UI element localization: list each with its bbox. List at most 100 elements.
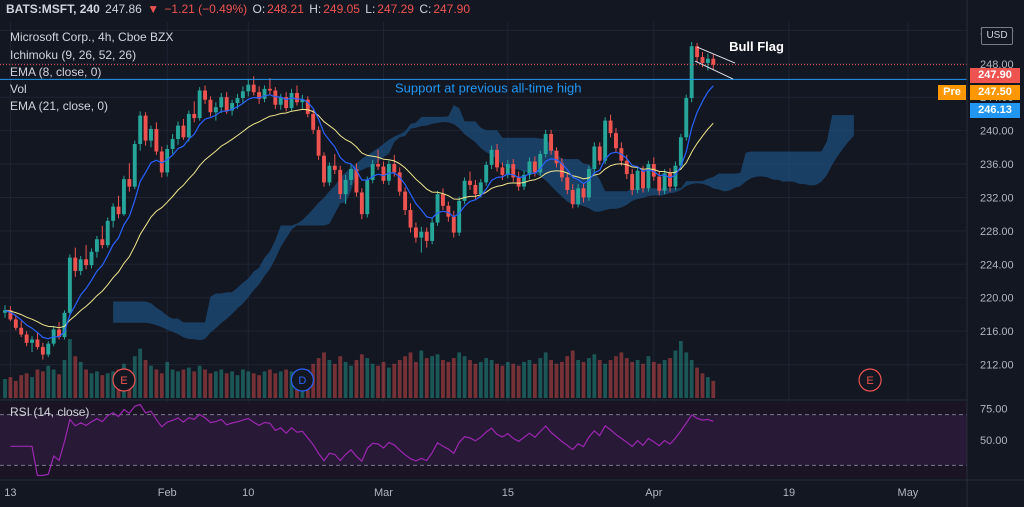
volume-bar xyxy=(51,369,56,398)
ema21-line xyxy=(4,108,714,329)
volume-bar xyxy=(273,373,278,398)
candle-body xyxy=(3,310,7,313)
volume-bar xyxy=(608,360,613,398)
candle-body xyxy=(624,160,629,175)
candle-body xyxy=(13,319,18,328)
volume-bar xyxy=(289,371,294,398)
close-value: 247.90 xyxy=(433,2,471,16)
legend-ema8[interactable]: EMA (8, close, 0) xyxy=(10,65,102,79)
candle-body xyxy=(251,84,256,93)
symbol-header: BATS:MSFT, 240 247.86 ▼ −1.21 (−0.49%) O… xyxy=(6,2,472,16)
volume-bar xyxy=(105,373,110,398)
candle-body xyxy=(159,151,164,173)
price-tick-label: 212.00 xyxy=(980,360,1014,372)
volume-bar xyxy=(657,363,662,398)
volume-bar xyxy=(19,375,24,398)
candle-body xyxy=(376,164,381,167)
candle-body xyxy=(78,259,83,271)
candle-body xyxy=(365,179,370,215)
candle-body xyxy=(46,343,51,355)
currency-button[interactable]: USD xyxy=(981,27,1013,45)
volume-bar xyxy=(365,358,370,398)
candle-body xyxy=(89,251,94,266)
time-tick-label: 10 xyxy=(242,487,254,499)
pre-market-tag: 247.50 xyxy=(970,85,1020,100)
volume-bar xyxy=(624,358,629,398)
candle-body xyxy=(35,339,40,348)
legend-ema21[interactable]: EMA (21, close, 0) xyxy=(10,99,109,113)
candle-body xyxy=(165,149,170,173)
candle-body xyxy=(267,88,272,91)
event-marker-circle xyxy=(290,368,314,392)
volume-bar xyxy=(505,361,510,398)
volume-bar xyxy=(67,339,72,398)
candle-body xyxy=(478,182,483,195)
volume-bar xyxy=(111,371,116,398)
volume-bar xyxy=(370,363,375,398)
volume-bar xyxy=(359,354,364,398)
event-marker[interactable]: E xyxy=(112,368,136,392)
candle-body xyxy=(343,179,348,195)
volume-bar xyxy=(35,369,40,398)
volume-bar xyxy=(451,358,456,398)
candle-body xyxy=(246,84,251,92)
volume-bar xyxy=(230,371,234,398)
volume-bar xyxy=(651,361,656,398)
candle-body xyxy=(84,259,89,266)
volume-bar xyxy=(138,348,143,398)
candles xyxy=(3,42,716,360)
volume-bar xyxy=(251,373,256,398)
candle-body xyxy=(489,149,494,165)
volume-bar xyxy=(89,373,94,398)
legend-title[interactable]: Microsoft Corp., 4h, Cboe BZX xyxy=(10,30,174,44)
legend-ichimoku[interactable]: Ichimoku (9, 26, 52, 26) xyxy=(10,48,137,62)
volume-bar xyxy=(435,354,440,398)
time-tick-label: 15 xyxy=(502,487,514,499)
volume-bar xyxy=(262,371,267,398)
event-marker[interactable]: D xyxy=(290,368,314,392)
event-marker[interactable]: E xyxy=(858,368,882,392)
volume-bar xyxy=(8,377,13,398)
volume-bar xyxy=(408,352,413,398)
volume-bar xyxy=(614,356,618,398)
candle-body xyxy=(565,177,570,190)
candle-body xyxy=(73,257,78,271)
time-tick-label: May xyxy=(898,487,919,499)
candle-body xyxy=(19,327,24,335)
volume-bar xyxy=(495,363,499,398)
volume-bar xyxy=(419,350,424,398)
candle-body xyxy=(386,164,391,181)
volume-bar xyxy=(581,361,586,398)
volume-bar xyxy=(224,373,229,398)
time-tick-label: Apr xyxy=(645,487,662,499)
event-marker-label: E xyxy=(866,375,873,387)
candle-body xyxy=(230,103,235,111)
volume-bar xyxy=(641,363,645,398)
price-tick-label: 224.00 xyxy=(980,259,1014,271)
candle-body xyxy=(132,143,137,187)
volume-bar xyxy=(484,358,489,398)
volume-bar xyxy=(678,341,683,398)
price-levels: Support at previous all-time high xyxy=(0,64,967,95)
candle-body xyxy=(181,125,186,138)
volume-bar xyxy=(587,358,591,398)
pre-market-label: Pre xyxy=(938,85,966,100)
volume-bar xyxy=(78,361,83,398)
legend-vol[interactable]: Vol xyxy=(10,82,27,96)
candle-body xyxy=(278,97,283,105)
volume-bar xyxy=(646,356,651,398)
volume-bar xyxy=(327,360,332,398)
candle-body xyxy=(8,310,13,320)
candle-body xyxy=(614,133,618,149)
volume-bar xyxy=(689,360,694,398)
candle-body xyxy=(143,115,148,141)
candle-body xyxy=(322,155,326,183)
candle-body xyxy=(30,339,34,343)
symbol-name[interactable]: BATS:MSFT, 240 xyxy=(6,2,100,16)
volume-bar xyxy=(149,365,153,398)
volume-bar xyxy=(468,360,472,398)
volume-bar xyxy=(711,380,716,398)
volume-bar xyxy=(322,352,326,398)
